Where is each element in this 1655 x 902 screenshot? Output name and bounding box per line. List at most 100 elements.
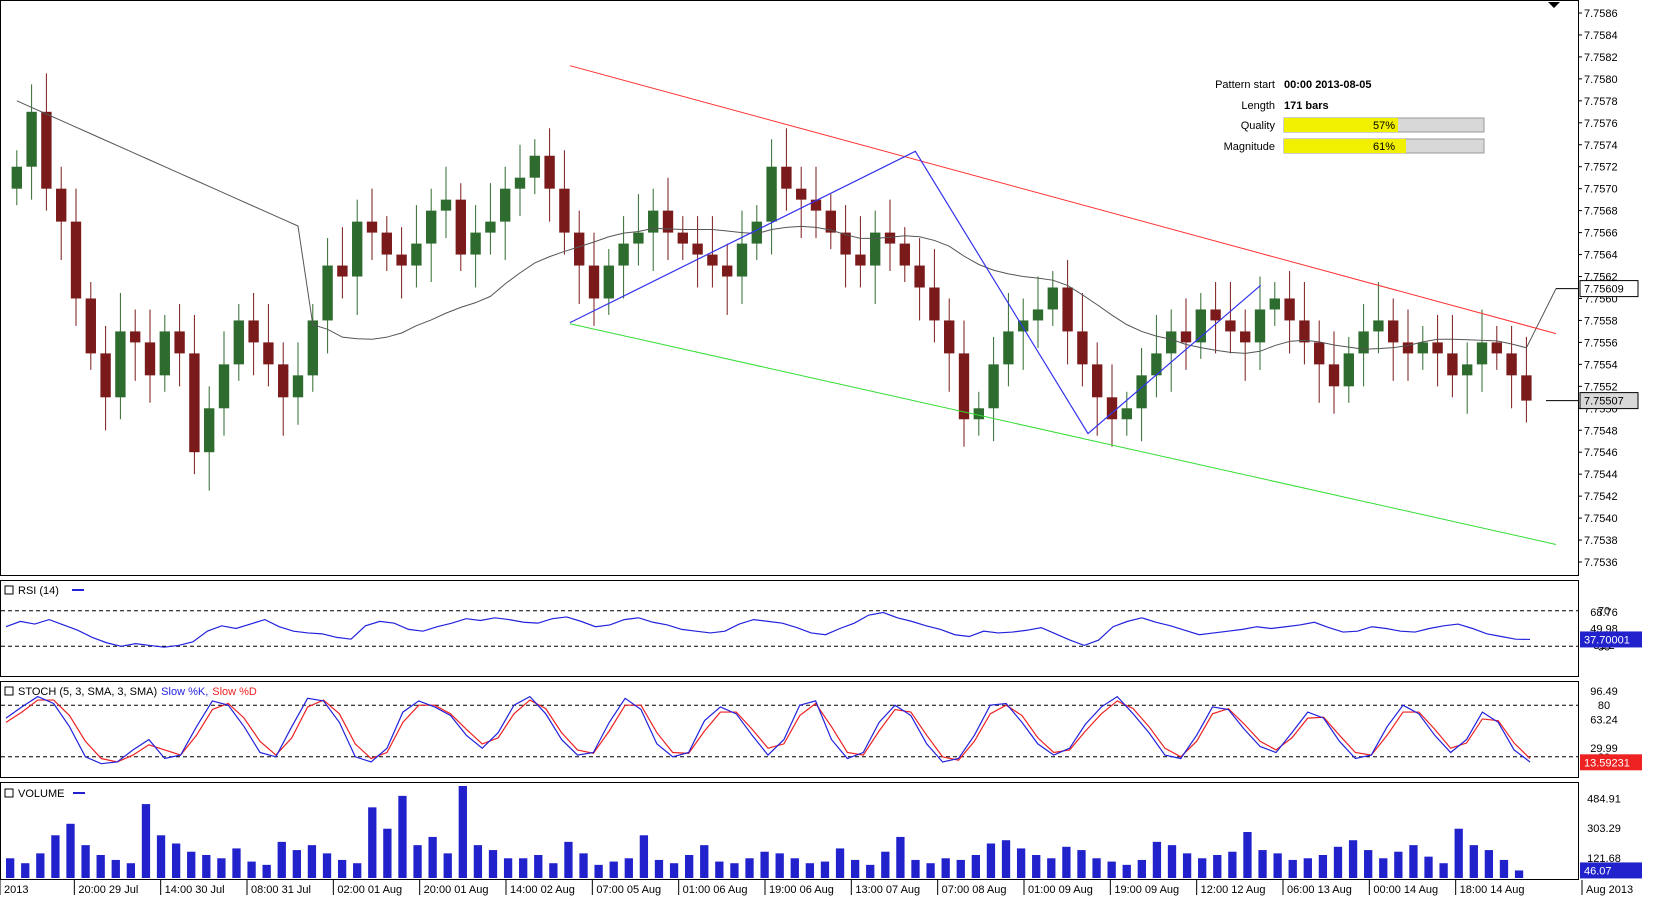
candle-body bbox=[544, 155, 555, 189]
volume-bar bbox=[1228, 851, 1237, 878]
volume-bar bbox=[1182, 853, 1192, 878]
candle-body bbox=[204, 408, 215, 453]
candle-body bbox=[307, 320, 318, 376]
candle-body bbox=[26, 111, 37, 167]
candle-body bbox=[781, 166, 792, 189]
price-tick-label: 7.7542 bbox=[1584, 491, 1618, 503]
candle-body bbox=[574, 232, 585, 266]
volume-bar bbox=[1454, 828, 1463, 878]
stoch-title: STOCH (5, 3, SMA, 3, SMA) Slow %K, Slow %D bbox=[18, 686, 257, 698]
volume-bar bbox=[1001, 840, 1011, 878]
volume-bar bbox=[790, 858, 799, 878]
rsi-close-icon[interactable] bbox=[4, 585, 14, 595]
stoch-level-label: 96.49 bbox=[1590, 686, 1618, 698]
volume-bar bbox=[1137, 859, 1146, 878]
last-price-value: 7.75507 bbox=[1584, 396, 1624, 408]
time-tick-label: 19:00 09 Aug bbox=[1114, 884, 1179, 896]
price-tick-label: 7.7554 bbox=[1584, 359, 1618, 371]
magnitude-label: Magnitude bbox=[1224, 141, 1275, 153]
volume-bar bbox=[232, 848, 241, 878]
pattern-lines-layer bbox=[16, 65, 1557, 545]
rsi-panel bbox=[0, 580, 1579, 677]
candle-body bbox=[1269, 298, 1280, 310]
volume-bar bbox=[1364, 850, 1373, 878]
price-tick-label: 7.7574 bbox=[1584, 140, 1618, 152]
candle-body bbox=[1314, 342, 1325, 365]
candle-body bbox=[1299, 320, 1310, 343]
candle-body bbox=[1284, 298, 1295, 321]
price-tick-label: 7.7572 bbox=[1584, 162, 1618, 174]
candle-body bbox=[1151, 353, 1162, 376]
candle-body bbox=[855, 254, 866, 266]
stoch-level-label: 80 bbox=[1598, 700, 1610, 712]
time-tick-label: 20:00 29 Jul bbox=[78, 884, 138, 896]
volume-bar bbox=[760, 851, 769, 878]
price-tick-label: 7.7578 bbox=[1584, 96, 1618, 108]
volume-bar bbox=[217, 858, 226, 878]
time-tick-label: 2013 bbox=[4, 884, 28, 896]
volume-bar bbox=[277, 841, 286, 878]
volume-bar bbox=[1016, 848, 1026, 878]
volume-bar bbox=[1077, 850, 1086, 878]
candles-layer bbox=[11, 73, 1532, 491]
price-tick-label: 7.7564 bbox=[1584, 250, 1618, 262]
price-tick-label: 7.7582 bbox=[1584, 52, 1618, 64]
volume-bar bbox=[1379, 858, 1388, 878]
time-tick-label: 18:00 14 Aug bbox=[1460, 884, 1525, 896]
volume-panel bbox=[0, 782, 1579, 880]
price-panel bbox=[0, 0, 1579, 576]
candle-body bbox=[1106, 397, 1118, 420]
candle-body bbox=[1388, 320, 1399, 343]
stoch-level-label: 29.99 bbox=[1590, 743, 1618, 755]
candle-body bbox=[1432, 342, 1443, 354]
price-tick-label: 7.7540 bbox=[1584, 513, 1618, 525]
support-line bbox=[569, 323, 1557, 545]
candle-body bbox=[174, 331, 185, 354]
length-label: Length bbox=[1241, 100, 1275, 112]
volume-bar bbox=[700, 845, 709, 878]
candle-body bbox=[840, 232, 851, 255]
volume-bar bbox=[1318, 855, 1328, 878]
volume-bar bbox=[1258, 850, 1267, 878]
volume-bar bbox=[775, 853, 784, 878]
time-tick-label: 19:00 06 Aug bbox=[769, 884, 834, 896]
candle-body bbox=[248, 320, 259, 343]
moving-average-line bbox=[16, 100, 1557, 354]
volume-bar bbox=[609, 861, 618, 878]
price-tick-label: 7.7552 bbox=[1584, 381, 1618, 393]
volume-bar bbox=[1047, 858, 1056, 878]
volume-level-label: 121.68 bbox=[1587, 853, 1621, 865]
pattern-info: Pattern start 00:00 2013-08-05 Length 17… bbox=[1215, 79, 1485, 154]
candle-body bbox=[929, 287, 940, 321]
volume-bar bbox=[669, 863, 679, 878]
volume-bar bbox=[624, 858, 633, 878]
time-tick-label: 07:00 08 Aug bbox=[942, 884, 1007, 896]
volume-bar bbox=[654, 859, 664, 878]
volume-bar bbox=[1514, 870, 1524, 878]
candle-body bbox=[1195, 309, 1206, 343]
price-tick-label: 7.7548 bbox=[1584, 425, 1618, 437]
stoch-d-line bbox=[5, 699, 1531, 763]
time-tick-label: 00:00 14 Aug bbox=[1373, 884, 1438, 896]
candle-body bbox=[1447, 353, 1458, 376]
volume-bar bbox=[353, 863, 362, 878]
volume-bar bbox=[1273, 853, 1282, 878]
volume-bar bbox=[850, 859, 860, 878]
volume-bar bbox=[488, 850, 498, 878]
candle-body bbox=[1491, 342, 1502, 354]
candle-body bbox=[899, 243, 910, 266]
candle-body bbox=[500, 188, 511, 222]
candle-body bbox=[1180, 331, 1192, 343]
volume-close-icon[interactable] bbox=[4, 788, 14, 798]
ma-tag-value: 7.75609 bbox=[1584, 284, 1624, 296]
candle-body bbox=[292, 375, 304, 398]
candle-body bbox=[973, 408, 984, 420]
price-tick-label: 7.7586 bbox=[1584, 8, 1618, 20]
stoch-close-icon[interactable] bbox=[4, 686, 14, 696]
volume-bar bbox=[111, 859, 120, 878]
candle-body bbox=[559, 188, 570, 233]
volume-bar bbox=[715, 861, 724, 878]
scroll-arrow-icon[interactable] bbox=[1548, 2, 1560, 8]
